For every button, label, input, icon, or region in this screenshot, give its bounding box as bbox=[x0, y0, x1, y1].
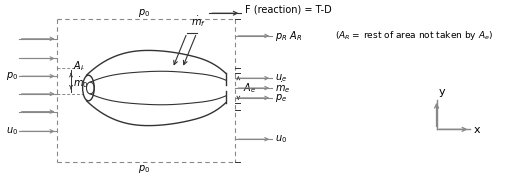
Text: $u_e$: $u_e$ bbox=[275, 72, 287, 84]
Text: $u_0$: $u_0$ bbox=[275, 133, 287, 145]
Text: $p_R\ A_R$: $p_R\ A_R$ bbox=[275, 29, 302, 43]
Text: $\dot{m}_e$: $\dot{m}_e$ bbox=[275, 81, 290, 95]
Text: $u_0$: $u_0$ bbox=[6, 125, 19, 137]
Text: x: x bbox=[473, 125, 480, 135]
Text: F (reaction) = T-D: F (reaction) = T-D bbox=[245, 4, 332, 14]
Text: $A_i$: $A_i$ bbox=[73, 59, 84, 73]
Text: y: y bbox=[438, 87, 445, 97]
Text: $A_e$: $A_e$ bbox=[243, 81, 256, 95]
Text: $\dot{m}_0$: $\dot{m}_0$ bbox=[73, 75, 89, 90]
Text: $(A_R =$ rest of area not taken by $A_e)$: $(A_R =$ rest of area not taken by $A_e)… bbox=[335, 29, 493, 42]
Text: $p_0$: $p_0$ bbox=[138, 163, 151, 175]
Text: $p_0$: $p_0$ bbox=[138, 7, 151, 19]
Text: $p_0$: $p_0$ bbox=[6, 70, 19, 82]
Text: $\dot{m}_f$: $\dot{m}_f$ bbox=[191, 14, 206, 29]
Text: $p_e$: $p_e$ bbox=[275, 92, 287, 104]
